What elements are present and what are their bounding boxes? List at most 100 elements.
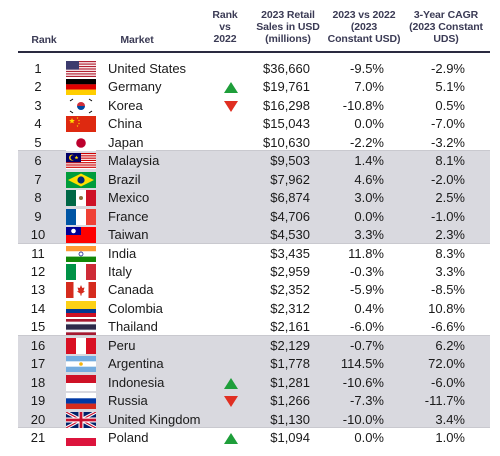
row-band xyxy=(18,150,490,244)
cagr-cell: -7.0% xyxy=(431,116,465,132)
table-row: 13 Canada $2,352 -5.9% -8.5% xyxy=(0,281,500,299)
rank-cell: 18 xyxy=(30,374,46,390)
rank-cell: 14 xyxy=(30,300,46,316)
table-row: 14 Colombia $2,312 0.4% 10.8% xyxy=(0,300,500,318)
cagr-cell: -11.7% xyxy=(424,393,465,409)
cagr-cell: 3.4% xyxy=(435,411,465,427)
header-sales-line1: 2023 Retail xyxy=(261,9,315,21)
yoy-cell: 7.0% xyxy=(354,79,384,95)
japan-flag-icon xyxy=(66,134,96,151)
sales-cell: $2,312 xyxy=(270,300,310,316)
header-sales: 2023 Retail Sales in USD (millions) xyxy=(252,9,324,45)
yoy-cell: -9.5% xyxy=(350,61,384,76)
market-cell: India xyxy=(108,245,137,261)
market-cell: United Kingdom xyxy=(108,411,201,427)
rank-down-arrow-icon xyxy=(224,396,238,408)
yoy-cell: 0.0% xyxy=(354,430,384,445)
market-cell: France xyxy=(108,208,149,224)
row-band xyxy=(18,334,490,428)
rank-cell: 9 xyxy=(34,208,42,224)
rank-cell: 3 xyxy=(34,97,42,113)
header-cagr-line1: 3-Year CAGR xyxy=(413,9,479,21)
table-row: 9 France $4,706 0.0% -1.0% xyxy=(0,208,500,226)
header-sales-line3: (millions) xyxy=(265,33,311,45)
market-cell: Germany xyxy=(108,79,162,95)
sales-cell: $1,094 xyxy=(270,430,310,445)
sales-cell: $1,266 xyxy=(270,393,310,409)
sales-cell: $3,435 xyxy=(270,245,310,261)
cagr-cell: -6.6% xyxy=(431,319,465,335)
header-rank: Rank xyxy=(31,34,57,46)
rank-cell: 15 xyxy=(30,319,46,335)
sales-cell: $4,706 xyxy=(270,208,310,224)
sales-cell: $2,129 xyxy=(270,337,310,353)
table-row: 20 United Kingdom $1,130 -10.0% 3.4% xyxy=(0,411,500,429)
argentina-flag-icon xyxy=(66,356,96,373)
russia-flag-icon xyxy=(66,393,96,410)
rank-cell: 21 xyxy=(30,430,46,445)
sales-cell: $4,530 xyxy=(270,227,310,243)
yoy-cell: -10.0% xyxy=(342,411,384,427)
sales-cell: $2,161 xyxy=(270,319,310,335)
korea-flag-icon xyxy=(66,97,96,114)
table-row: 17 Argentina $1,778 114.5% 72.0% xyxy=(0,355,500,373)
sales-cell: $1,778 xyxy=(270,356,310,372)
market-cell: Japan xyxy=(108,134,144,150)
brazil-flag-icon xyxy=(66,171,96,188)
table-row: 2 Germany $19,761 7.0% 5.1% xyxy=(0,78,500,96)
header-cagr: 3-Year CAGR (2023 Constant UDS) xyxy=(405,9,487,45)
market-cell: Colombia xyxy=(108,300,163,316)
rank-cell: 2 xyxy=(34,79,42,95)
header-rank-change: Rank vs 2022 xyxy=(205,9,245,45)
table-row: 16 Peru $2,129 -0.7% 6.2% xyxy=(0,337,500,355)
yoy-cell: -0.7% xyxy=(350,337,384,353)
cagr-cell: 6.2% xyxy=(435,337,465,353)
yoy-cell: -7.3% xyxy=(350,393,384,409)
sales-cell: $2,352 xyxy=(270,282,310,298)
cagr-cell: -6.0% xyxy=(431,374,465,390)
table-row: 18 Indonesia $1,281 -10.6% -6.0% xyxy=(0,374,500,392)
table-row: 19 Russia $1,266 -7.3% -11.7% xyxy=(0,392,500,410)
yoy-cell: 0.0% xyxy=(354,116,384,132)
sales-cell: $9,503 xyxy=(270,153,310,169)
market-cell: Italy xyxy=(108,263,132,279)
poland-flag-icon xyxy=(66,430,96,446)
table-row: 1 United States $36,660 -9.5% -2.9% xyxy=(0,60,500,78)
header-market: Market xyxy=(120,34,154,46)
cagr-cell: 8.3% xyxy=(435,245,465,261)
india-flag-icon xyxy=(66,245,96,262)
yoy-cell: -6.0% xyxy=(350,319,384,335)
table-row: 21 Poland $1,094 0.0% 1.0% xyxy=(0,429,500,447)
rank-up-arrow-icon xyxy=(224,82,238,94)
market-cell: Taiwan xyxy=(108,227,149,243)
yoy-cell: -10.8% xyxy=(342,97,384,113)
group-separator xyxy=(18,334,490,336)
cagr-cell: -3.2% xyxy=(431,134,465,150)
indonesia-flag-icon xyxy=(66,374,96,391)
sales-cell: $1,130 xyxy=(270,411,310,427)
rank-cell: 17 xyxy=(30,356,46,372)
cagr-cell: -2.0% xyxy=(431,171,465,187)
rank-cell: 12 xyxy=(30,263,46,279)
peru-flag-icon xyxy=(66,337,96,354)
yoy-cell: -2.2% xyxy=(350,134,384,150)
france-flag-icon xyxy=(66,208,96,225)
market-cell: Canada xyxy=(108,282,154,298)
cagr-cell: -1.0% xyxy=(431,208,465,224)
rank-cell: 5 xyxy=(34,134,42,150)
rank-cell: 19 xyxy=(30,393,46,409)
header-divider xyxy=(18,51,490,53)
header-cagr-line2: (2023 Constant xyxy=(409,21,483,33)
group-separator xyxy=(18,242,490,244)
sales-cell: $1,281 xyxy=(270,374,310,390)
sales-cell: $16,298 xyxy=(263,97,310,113)
header-yoy-line1: 2023 vs 2022 xyxy=(332,9,396,21)
yoy-cell: 4.6% xyxy=(354,171,384,187)
header-yoy-line3: Constant USD) xyxy=(327,33,401,45)
rank-cell: 16 xyxy=(30,337,46,353)
market-cell: Brazil xyxy=(108,171,141,187)
malaysia-flag-icon xyxy=(66,153,96,170)
market-cell: Poland xyxy=(108,430,149,445)
table-row: 6 Malaysia $9,503 1.4% 8.1% xyxy=(0,152,500,170)
